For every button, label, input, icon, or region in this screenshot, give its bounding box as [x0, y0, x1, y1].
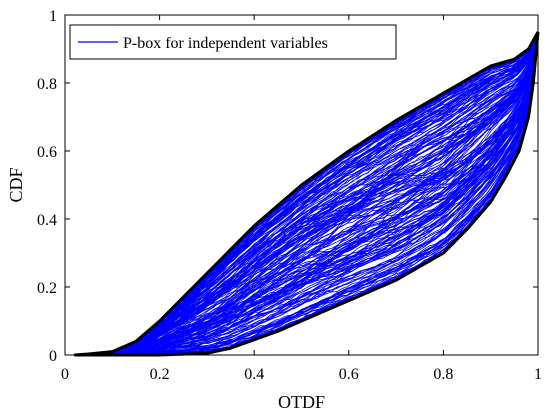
x-tick-label: 0.6 — [339, 366, 359, 383]
p-box-curve — [74, 31, 539, 356]
p-box-ensemble — [74, 30, 539, 357]
p-box-curve — [74, 30, 539, 355]
p-box-curve — [74, 32, 539, 356]
p-box-curve — [74, 31, 539, 356]
p-box-curve — [74, 31, 539, 355]
lower-bound-curve — [74, 31, 540, 357]
p-box-curve — [74, 31, 539, 356]
legend-box — [69, 24, 397, 60]
x-tick-label: 0 — [61, 366, 69, 383]
p-box-curve — [74, 32, 539, 357]
y-axis-label: CDF — [6, 167, 26, 202]
x-tick-label: 0.2 — [150, 366, 170, 383]
x-axis-label: OTDF — [278, 392, 325, 412]
p-box-curve — [74, 31, 539, 356]
p-box-curve — [74, 32, 539, 355]
p-box-curve — [74, 31, 539, 356]
p-box-curve — [74, 31, 539, 357]
y-tick-label: 0 — [49, 348, 57, 365]
y-axis-ticks: 0 0.2 0.4 0.6 0.8 1 — [37, 8, 538, 365]
p-box-curve — [74, 30, 539, 356]
p-box-curve — [74, 31, 539, 357]
y-tick-label: 1 — [49, 8, 57, 25]
p-box-curve — [74, 32, 539, 355]
x-tick-label: 0.4 — [244, 366, 264, 383]
p-box-curve — [74, 32, 539, 356]
plot-frame — [64, 14, 539, 356]
p-box-curve — [74, 32, 539, 356]
upper-bound-curve — [74, 31, 540, 357]
p-box-curve — [74, 32, 539, 356]
p-box-curve — [74, 31, 539, 356]
p-box-curve — [74, 32, 539, 357]
p-box-curve — [74, 31, 539, 355]
y-tick-label: 0.8 — [37, 76, 57, 93]
x-tick-label: 1 — [534, 366, 542, 383]
y-tick-label: 0.2 — [37, 280, 57, 297]
y-tick-label: 0.6 — [37, 144, 57, 161]
p-box-curve — [74, 31, 539, 356]
legend: P-box for independent variables — [69, 24, 397, 60]
x-axis-ticks: 0 0.2 0.4 0.6 0.8 1 — [61, 15, 542, 383]
p-box-curve — [74, 32, 539, 355]
p-box-curve — [74, 32, 539, 356]
p-box-curve — [74, 32, 539, 356]
x-tick-label: 0.8 — [433, 366, 453, 383]
p-box-curve — [74, 31, 539, 356]
p-box-curve — [74, 31, 539, 356]
y-tick-label: 0.4 — [37, 212, 57, 229]
legend-entry: P-box for independent variables — [123, 35, 328, 52]
